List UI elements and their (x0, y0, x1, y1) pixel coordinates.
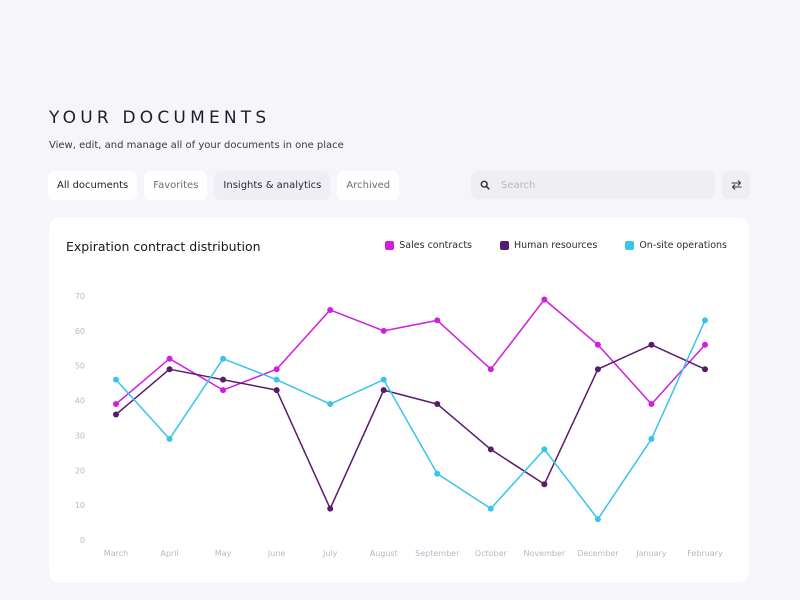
data-point-1 (541, 481, 548, 488)
filter-button[interactable] (722, 171, 750, 199)
y-tick-label: 60 (75, 327, 85, 336)
data-point-0 (434, 317, 441, 324)
data-point-0 (594, 341, 601, 348)
data-point-2 (220, 355, 227, 362)
data-point-1 (648, 341, 655, 348)
data-point-0 (113, 401, 119, 408)
x-tick-label: May (215, 549, 232, 558)
legend-swatch-onsite (625, 241, 635, 250)
data-point-0 (487, 366, 494, 373)
legend-item-sales[interactable]: Sales contracts (385, 240, 472, 251)
chart-legend: Sales contracts Human resources On-site … (385, 240, 727, 251)
legend-item-onsite[interactable]: On-site operations (625, 240, 727, 251)
data-point-0 (220, 387, 227, 394)
data-point-1 (487, 446, 494, 453)
data-point-1 (113, 411, 119, 418)
chart-title: Expiration contract distribution (66, 239, 261, 254)
data-point-2 (648, 435, 655, 442)
data-point-0 (648, 401, 655, 408)
y-tick-label: 30 (75, 431, 85, 440)
data-point-0 (273, 366, 280, 373)
data-point-1 (434, 401, 441, 408)
y-tick-label: 20 (75, 466, 85, 475)
data-point-1 (166, 366, 173, 373)
data-point-2 (166, 435, 173, 442)
series-line-1 (115, 344, 706, 510)
line-chart: 0 10 20 30 40 50 60 70 March April May June July Augu… (75, 292, 723, 558)
search-icon (480, 180, 490, 190)
x-tick-label: December (577, 549, 619, 558)
series-line-0 (115, 298, 706, 405)
y-tick-label: 50 (75, 362, 85, 371)
x-tick-label: October (475, 549, 508, 558)
data-point-2 (380, 376, 387, 383)
data-point-2 (702, 317, 708, 324)
data-point-1 (380, 387, 387, 394)
tab-insights-analytics[interactable]: Insights & analytics (214, 171, 331, 200)
legend-label-hr: Human resources (514, 240, 598, 251)
y-tick-label: 0 (80, 536, 85, 545)
y-tick-label: 40 (75, 397, 85, 406)
legend-swatch-sales (385, 241, 395, 250)
legend-label-onsite: On-site operations (639, 240, 727, 251)
data-point-1 (702, 366, 708, 373)
legend-item-hr[interactable]: Human resources (500, 240, 597, 251)
tab-archived[interactable]: Archived (337, 171, 400, 200)
data-point-2 (327, 401, 334, 408)
data-point-1 (594, 366, 601, 373)
x-tick-label: July (322, 549, 338, 558)
data-point-0 (327, 306, 334, 313)
legend-label-sales: Sales contracts (399, 240, 472, 251)
data-point-2 (487, 505, 494, 512)
x-tick-label: March (104, 549, 128, 558)
data-point-2 (434, 470, 441, 477)
x-tick-label: November (524, 549, 566, 558)
data-point-2 (273, 376, 280, 383)
search-bar (471, 171, 715, 199)
data-point-0 (380, 327, 387, 334)
x-tick-label: September (415, 549, 460, 558)
data-point-0 (702, 341, 708, 348)
y-tick-label: 10 (75, 501, 85, 510)
chart-card: 0 10 20 30 40 50 60 70 March April May June July Augu… (49, 218, 749, 582)
data-point-1 (220, 376, 227, 383)
tab-favorites[interactable]: Favorites (144, 171, 208, 200)
swap-arrows-icon (730, 180, 742, 190)
x-tick-label: February (687, 549, 723, 558)
page-title: YOUR DOCUMENTS (49, 108, 271, 128)
y-tick-label: 70 (75, 292, 85, 301)
x-tick-label: April (160, 549, 178, 558)
data-point-2 (594, 516, 601, 523)
x-tick-label: June (267, 549, 286, 558)
data-point-0 (166, 355, 173, 362)
tab-all-documents[interactable]: All documents (48, 171, 138, 200)
page-subtitle: View, edit, and manage all of your docum… (49, 140, 344, 151)
data-point-2 (113, 376, 119, 383)
x-tick-label: January (635, 549, 667, 558)
search-input[interactable] (501, 179, 701, 191)
data-point-2 (541, 446, 548, 453)
legend-swatch-hr (500, 241, 509, 250)
tab-bar: All documents Favorites Insights & analy… (48, 171, 400, 200)
series-line-2 (115, 319, 706, 520)
x-tick-label: August (370, 549, 398, 558)
data-point-0 (541, 296, 548, 303)
data-point-1 (273, 387, 280, 394)
data-point-1 (327, 505, 334, 512)
